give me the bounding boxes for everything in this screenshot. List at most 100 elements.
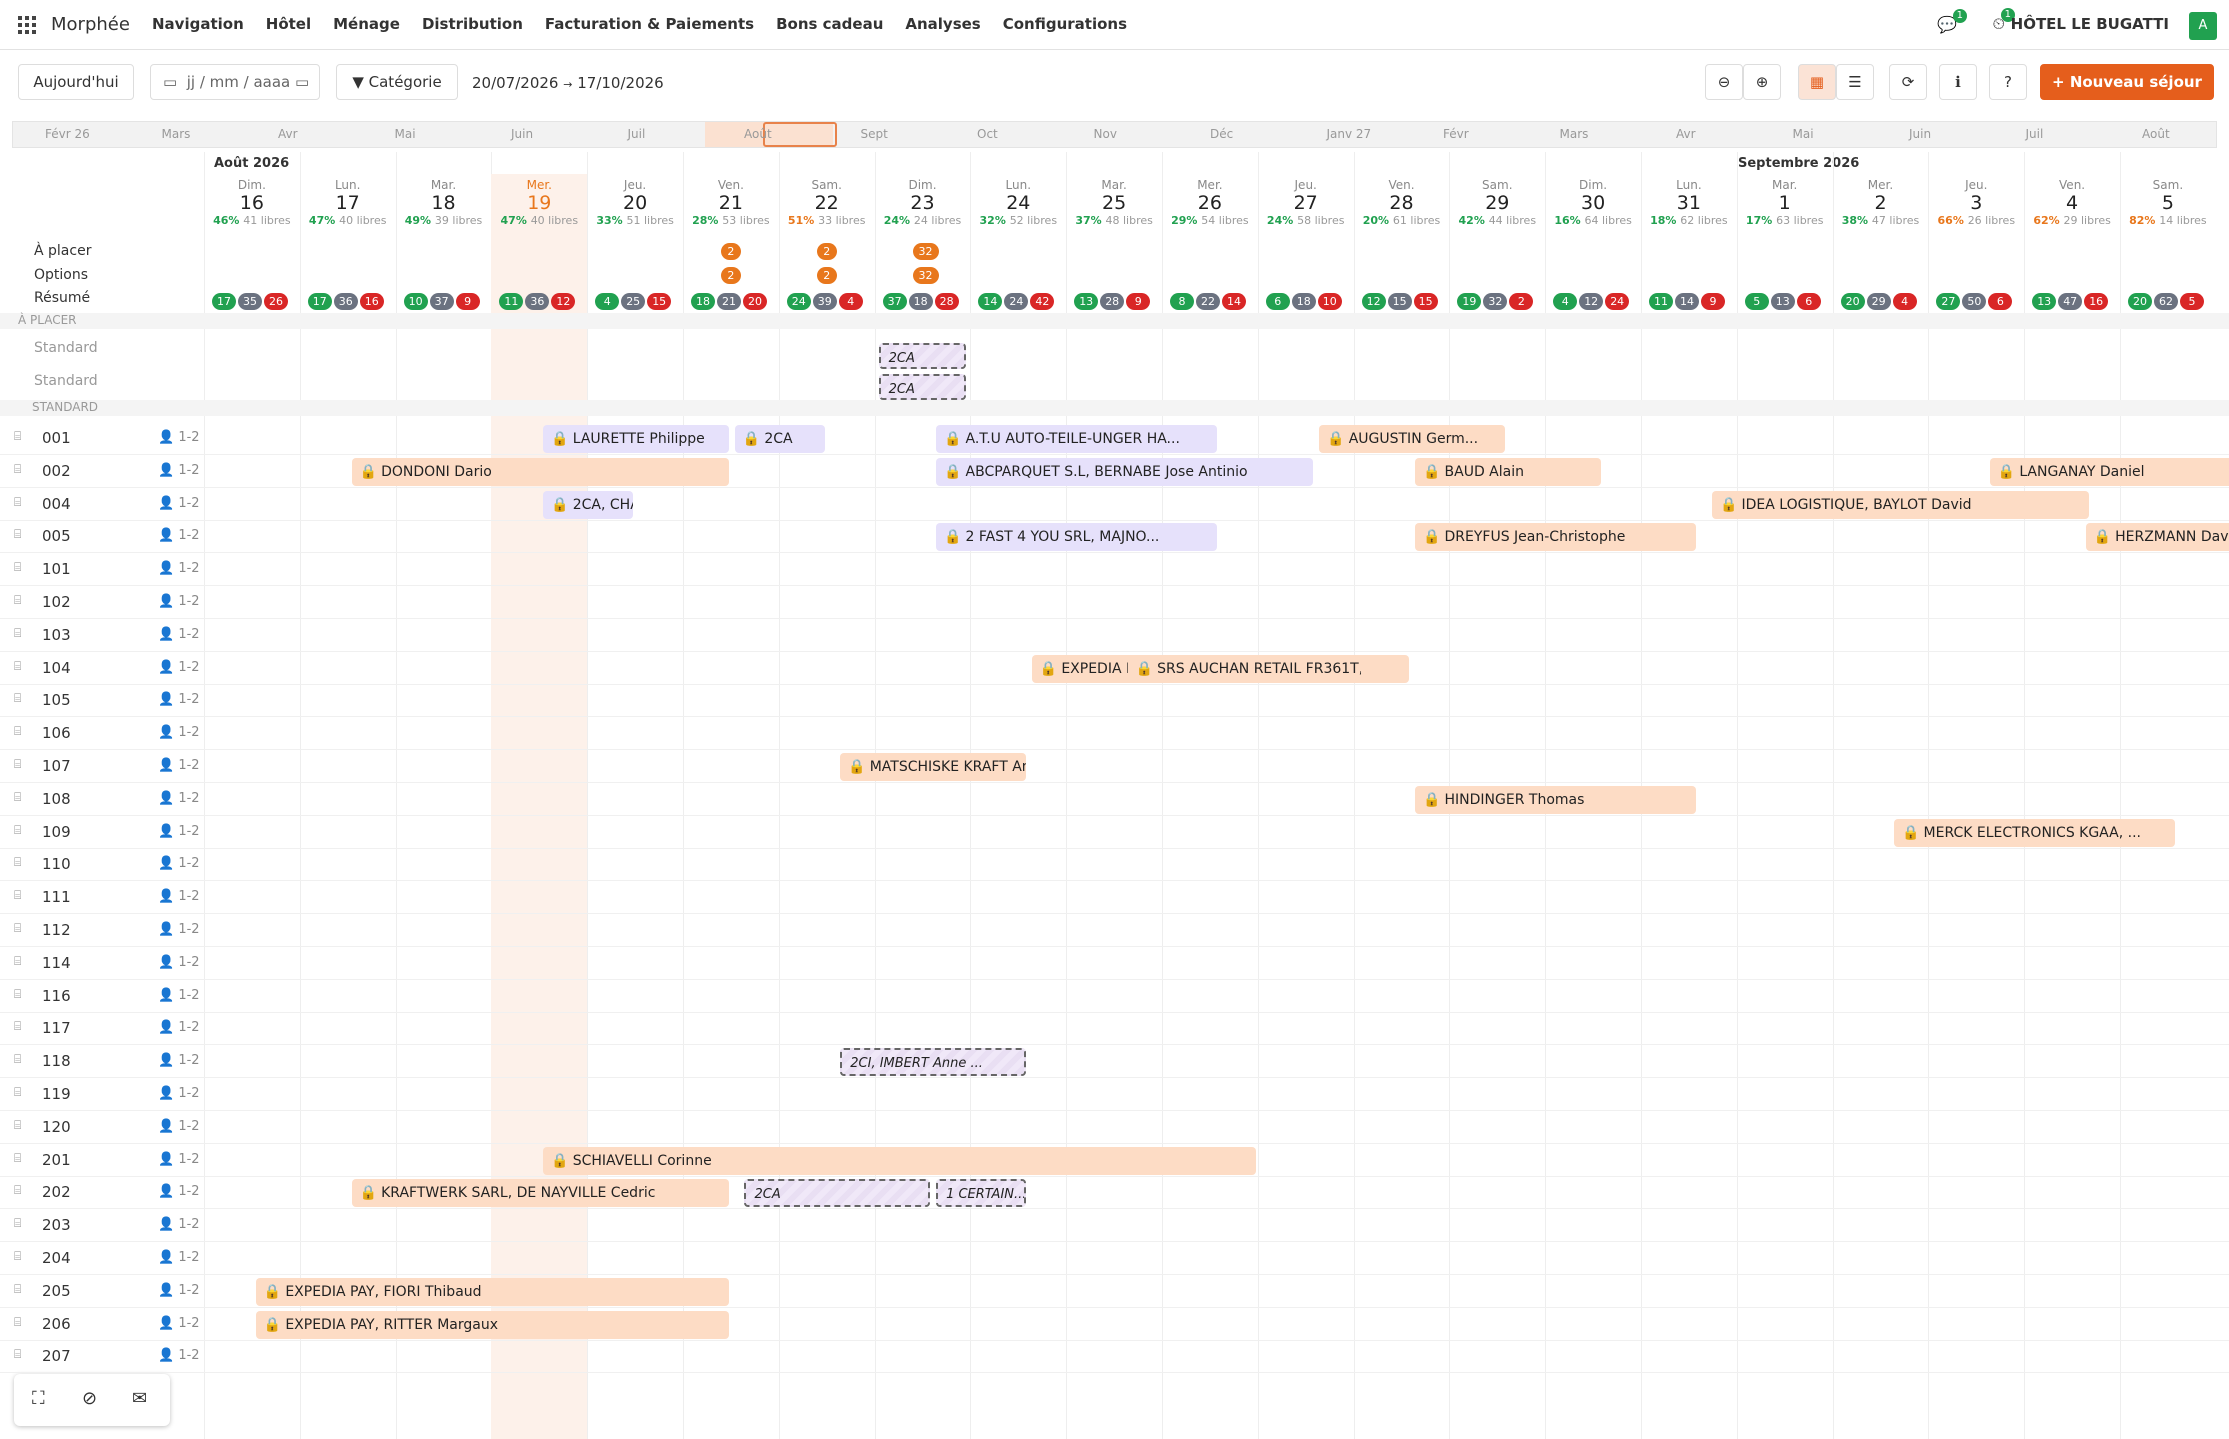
room-number[interactable]: 104 <box>42 658 71 677</box>
unplaced-block[interactable]: 2CA <box>878 343 967 369</box>
brand-name[interactable]: Morphée <box>51 14 130 35</box>
activity-icon[interactable]: ⏲ 1 <box>1993 8 2015 34</box>
zoom-in-icon[interactable]: ⊕ <box>1743 64 1781 100</box>
reservation-block[interactable]: 🔒 KRAFTWERK SARL, DE NAYVILLE Cedric <box>351 1179 729 1208</box>
day-header[interactable]: Jeu. 27 24% 58 libres <box>1258 178 1354 227</box>
day-header[interactable]: Mer. 19 47% 40 libres <box>491 178 587 227</box>
timeline-month[interactable]: Avr <box>278 127 298 141</box>
timeline-month[interactable]: Juil <box>627 127 646 141</box>
list-view-icon[interactable]: ☰ <box>1836 64 1874 100</box>
day-header[interactable]: Lun. 17 47% 40 libres <box>300 178 396 227</box>
room-number[interactable]: 106 <box>42 724 71 743</box>
room-number[interactable]: 114 <box>42 953 71 972</box>
timeline-month[interactable]: Mars <box>161 127 191 141</box>
reservation-block[interactable]: 1 CERTAIN... <box>936 1179 1026 1208</box>
room-number[interactable]: 105 <box>42 691 71 710</box>
day-header[interactable]: Sam. 5 82% 14 libres <box>2120 178 2216 227</box>
room-number[interactable]: 203 <box>42 1216 71 1235</box>
room-number[interactable]: 116 <box>42 986 71 1005</box>
day-header[interactable]: Mer. 2 38% 47 libres <box>1833 178 1929 227</box>
room-number[interactable]: 002 <box>42 461 71 480</box>
chat-icon[interactable]: 💬 1 <box>1937 9 1967 34</box>
room-number[interactable]: 204 <box>42 1249 71 1267</box>
reservation-block[interactable]: 🔒2CA, CHA... <box>543 490 634 519</box>
reservation-block[interactable]: 🔒 ABCPARQUET S.L, BERNABE Jose Antinio <box>936 457 1314 486</box>
camera-icon[interactable]: ⛶ <box>32 1388 45 1409</box>
reservation-block[interactable]: 🔒 DONDONI Dario <box>351 457 729 486</box>
today-button[interactable]: Aujourd'hui <box>18 64 134 100</box>
day-header[interactable]: Dim. 16 46% 41 libres <box>204 178 300 227</box>
timeline-month[interactable]: Oct <box>977 127 998 141</box>
reservation-block[interactable]: 🔒 IDEA LOGISTIQUE, BAYLOT David <box>1712 490 2090 519</box>
reservation-block[interactable]: 🔒 EXPEDIA PAY, FIORI Thibaud <box>255 1277 729 1306</box>
standard-unplaced[interactable]: Standard <box>34 373 98 389</box>
mail-icon[interactable]: ✉ <box>132 1388 148 1409</box>
room-number[interactable]: 112 <box>42 921 71 939</box>
timeline-month[interactable]: Févr <box>1443 127 1469 141</box>
menu-distribution[interactable]: Distribution <box>421 15 523 33</box>
reservation-block[interactable]: 2CI, IMBERT Anne ... <box>840 1048 1026 1077</box>
timeline-month[interactable]: Janv 27 <box>1326 127 1372 141</box>
room-number[interactable]: 118 <box>42 1052 71 1071</box>
zoom-out-icon[interactable]: ⊖ <box>1705 64 1743 100</box>
new-stay-button[interactable]: + Nouveau séjour <box>2040 64 2214 100</box>
timeline-month[interactable]: Févr 26 <box>45 127 90 141</box>
menu-menage[interactable]: Ménage <box>333 15 400 33</box>
menu-hotel[interactable]: Hôtel <box>265 15 312 33</box>
timeline-month[interactable]: Déc <box>1210 127 1234 141</box>
reservation-block[interactable]: 🔒 MATSCHISKE KRAFT Anja <box>840 753 1026 781</box>
day-header[interactable]: Ven. 28 20% 61 libres <box>1354 178 1450 227</box>
reservation-block[interactable]: 🔒 AUGUSTIN Germ... <box>1319 425 1505 453</box>
room-number[interactable]: 205 <box>42 1281 71 1300</box>
help-icon[interactable]: ? <box>1989 64 2027 100</box>
day-header[interactable]: Ven. 4 62% 29 libres <box>2024 178 2120 227</box>
day-header[interactable]: Lun. 31 18% 62 libres <box>1641 178 1737 227</box>
timeline-month[interactable]: Juin <box>511 127 534 141</box>
reservation-block[interactable]: 🔒 MERCK ELECTRONICS KGAA, ... <box>1894 818 2176 847</box>
room-number[interactable]: 111 <box>42 888 71 907</box>
category-filter-button[interactable]: ▼ Catégorie <box>336 64 458 100</box>
room-number[interactable]: 101 <box>42 560 71 579</box>
timeline-month[interactable]: Juin <box>1909 127 1932 141</box>
day-header[interactable]: Mer. 26 29% 54 libres <box>1162 178 1258 227</box>
menu-navigation[interactable]: Navigation <box>152 15 244 33</box>
room-number[interactable]: 107 <box>42 757 71 775</box>
timeline-month[interactable]: Mars <box>1559 127 1589 141</box>
avatar[interactable]: A <box>2189 12 2217 40</box>
date-input[interactable]: ▭ jj / mm / aaaa ▭ <box>150 64 320 100</box>
hotel-name[interactable]: HÔTEL LE BUGATTI <box>2010 15 2169 33</box>
day-header[interactable]: Ven. 21 28% 53 libres <box>683 178 779 227</box>
timeline-month[interactable]: Avr <box>1676 127 1696 141</box>
reservation-block[interactable]: 🔒 BAUD Alain <box>1415 457 1601 486</box>
day-header[interactable]: Lun. 24 32% 52 libres <box>970 178 1066 227</box>
room-number[interactable]: 102 <box>42 593 71 611</box>
timeline-month[interactable]: Nov <box>1093 127 1117 141</box>
reservation-block[interactable]: 🔒 SCHIAVELLI Corinne <box>543 1146 1256 1175</box>
info-icon[interactable]: ℹ <box>1939 64 1977 100</box>
day-header[interactable]: Dim. 30 16% 64 libres <box>1545 178 1641 227</box>
day-header[interactable]: Dim. 23 24% 24 libres <box>875 178 971 227</box>
timeline-month[interactable]: Août <box>2142 127 2170 141</box>
day-header[interactable]: Jeu. 3 66% 26 libres <box>1928 178 2024 227</box>
room-number[interactable]: 206 <box>42 1314 71 1333</box>
day-header[interactable]: Jeu. 20 33% 51 libres <box>587 178 683 227</box>
timeline-month[interactable]: Août <box>744 127 772 141</box>
room-number[interactable]: 202 <box>42 1183 71 1202</box>
refresh-icon[interactable]: ⟳ <box>1889 64 1927 100</box>
menu-configurations[interactable]: Configurations <box>1002 15 1128 33</box>
room-number[interactable]: 117 <box>42 1019 71 1038</box>
room-number[interactable]: 103 <box>42 625 71 644</box>
menu-bons-cadeau[interactable]: Bons cadeau <box>776 15 884 33</box>
calendar-view-icon[interactable]: ▦ <box>1798 64 1836 100</box>
reservation-block[interactable]: 🔒 A.T.U AUTO-TEILE-UNGER HA... <box>936 425 1218 453</box>
day-header[interactable]: Mar. 25 37% 48 libres <box>1066 178 1162 227</box>
reservation-block[interactable]: 🔒 HINDINGER Thomas <box>1415 785 1697 814</box>
apps-grid-icon[interactable] <box>18 16 36 34</box>
unplaced-block[interactable]: 2CA <box>878 374 967 400</box>
timeline-handle[interactable] <box>763 122 837 147</box>
room-number[interactable]: 201 <box>42 1150 71 1169</box>
room-number[interactable]: 207 <box>42 1347 71 1366</box>
menu-analyses[interactable]: Analyses <box>905 15 981 33</box>
timeline-month[interactable]: Mai <box>394 127 416 141</box>
reservation-block[interactable]: 🔒 2 FAST 4 YOU SRL, MAJNO... <box>936 523 1218 552</box>
